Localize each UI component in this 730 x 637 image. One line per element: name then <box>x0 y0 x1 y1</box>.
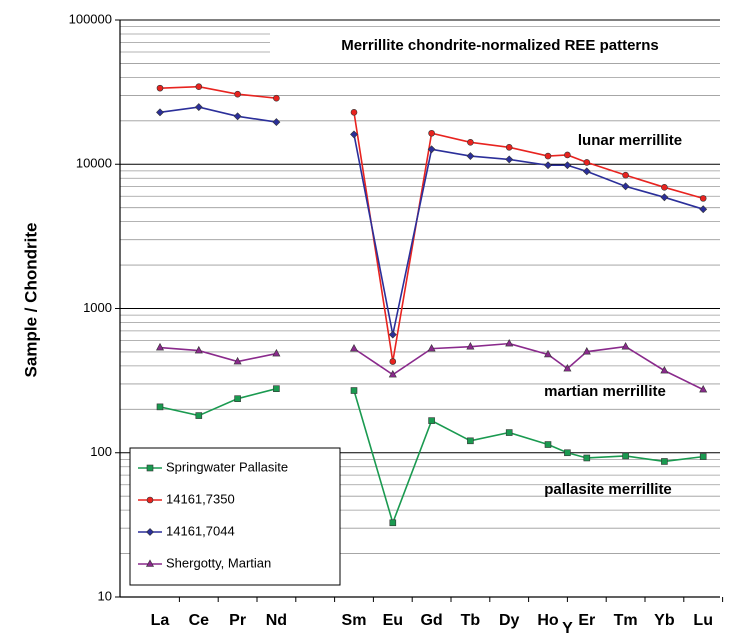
annotation: martian merrillite <box>544 383 666 400</box>
x-tick-label: Tm <box>614 612 638 629</box>
y-tick-label: 10 <box>98 588 112 603</box>
marker <box>389 358 397 365</box>
marker <box>155 342 165 351</box>
marker <box>194 103 203 112</box>
marker <box>146 464 154 472</box>
marker <box>273 94 280 102</box>
marker <box>622 171 629 179</box>
x-tick-label: Gd <box>420 612 442 629</box>
marker <box>427 343 436 352</box>
marker <box>466 342 475 350</box>
marker <box>563 161 572 170</box>
y-tick-label: 100000 <box>69 11 112 26</box>
y-tick-label: 10000 <box>76 156 112 171</box>
annotation: pallasite merrillite <box>544 481 672 498</box>
marker <box>146 528 154 536</box>
x-tick-label: La <box>151 612 170 629</box>
marker <box>543 349 553 358</box>
title-box <box>270 28 720 62</box>
marker <box>505 429 513 436</box>
marker <box>145 559 155 567</box>
x-tick-label: Sm <box>342 612 367 629</box>
marker <box>233 356 242 365</box>
x-tick-label: Ho <box>537 612 559 629</box>
marker <box>350 109 358 116</box>
marker <box>583 159 591 166</box>
marker <box>234 395 241 402</box>
legend-label: Shergotty, Martian <box>166 555 271 570</box>
marker <box>505 144 513 151</box>
marker <box>564 151 571 159</box>
marker <box>156 108 164 117</box>
annotation: lunar merrillite <box>578 132 682 149</box>
x-tick-label: Er <box>578 612 595 629</box>
marker <box>234 90 241 98</box>
marker <box>661 184 668 191</box>
marker <box>467 437 474 445</box>
x-tick-label: Eu <box>383 612 403 629</box>
marker <box>146 496 154 504</box>
marker <box>427 145 436 154</box>
marker <box>388 330 397 339</box>
chart-title: Merrillite chondrite-normalized REE patt… <box>341 37 659 54</box>
legend-label: Springwater Pallasite <box>166 459 288 474</box>
marker <box>466 152 475 160</box>
legend-label: 14161,7350 <box>166 491 235 506</box>
marker <box>563 363 572 372</box>
y-tick-label: 1000 <box>83 300 112 315</box>
y-tick-label: 100 <box>90 444 112 459</box>
marker <box>505 155 514 164</box>
marker <box>661 458 668 465</box>
x-tick-label: Lu <box>693 612 713 629</box>
marker <box>622 452 629 460</box>
marker <box>699 384 708 393</box>
x-tick-label: Dy <box>499 612 520 629</box>
legend-box <box>129 447 341 586</box>
marker <box>583 454 591 462</box>
marker <box>544 152 552 160</box>
marker <box>156 403 164 411</box>
marker <box>699 453 707 460</box>
marker <box>582 347 591 355</box>
marker <box>660 193 669 202</box>
marker <box>194 345 203 354</box>
marker <box>389 519 397 527</box>
marker <box>273 385 280 392</box>
marker <box>660 365 669 374</box>
legend-label: 14161,7044 <box>166 523 235 538</box>
marker <box>699 205 708 214</box>
marker <box>582 167 591 176</box>
x-tick-label: Tb <box>461 612 481 629</box>
marker <box>233 112 242 121</box>
marker <box>156 84 164 92</box>
x-tick-label: Pr <box>229 612 246 629</box>
marker <box>699 195 707 202</box>
marker <box>544 161 552 170</box>
x-tick-label: Y <box>562 620 573 637</box>
marker <box>564 449 571 457</box>
marker <box>272 348 281 357</box>
marker <box>195 83 203 90</box>
x-tick-label: Ce <box>189 612 210 629</box>
marker <box>272 118 281 127</box>
marker <box>621 342 630 350</box>
marker <box>349 343 359 352</box>
marker <box>544 441 552 448</box>
marker <box>350 130 358 139</box>
x-tick-label: Yb <box>654 612 675 629</box>
marker <box>428 129 435 137</box>
y-axis-label: Sample / Chondrite <box>21 223 40 378</box>
marker <box>428 417 435 424</box>
marker <box>505 338 514 347</box>
marker <box>195 412 203 419</box>
marker <box>350 387 358 394</box>
marker <box>467 138 474 146</box>
marker <box>621 182 630 191</box>
x-tick-label: Nd <box>266 612 287 629</box>
marker <box>388 369 397 378</box>
series-line <box>159 85 704 362</box>
